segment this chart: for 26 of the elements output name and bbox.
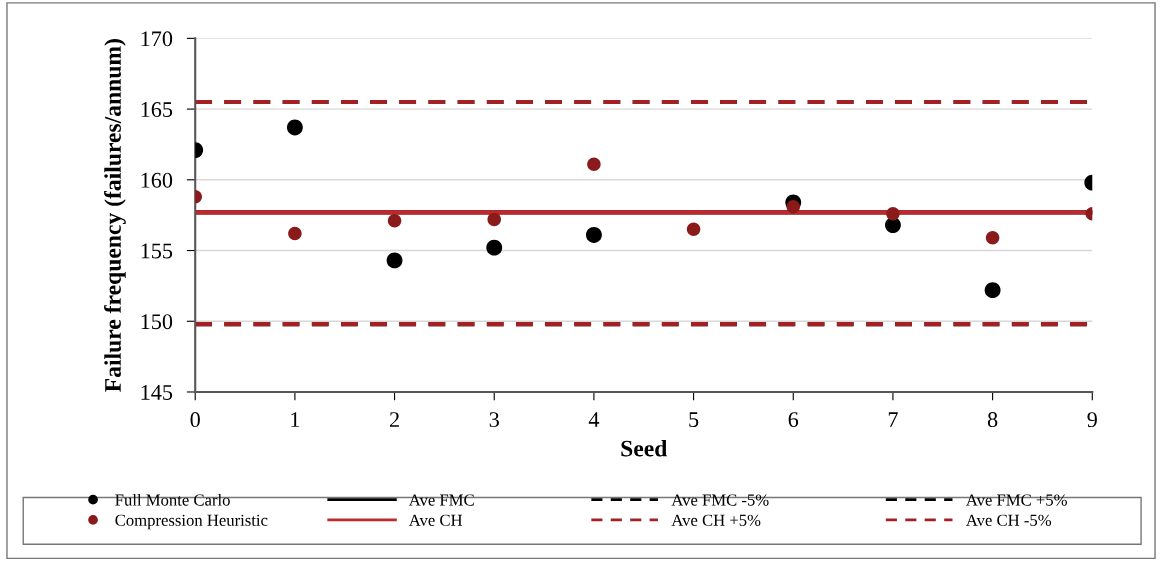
x-tick-label: 3 [489,412,499,428]
legend-label: Compression Heuristic [115,514,268,530]
x-tick-label: 6 [788,412,799,428]
y-tick-label: 165 [141,102,173,118]
y-tick-label: 160 [141,172,173,188]
y-tick-label: 145 [141,385,173,400]
legend-label: Ave CH -5% [965,514,1052,526]
y-tick-label: 155 [141,243,173,259]
legend-label: Ave CH +5% [671,514,761,526]
legend-label: Ave FMC +5% [965,494,1067,506]
x-tick-label: 5 [689,412,699,428]
y-tick-label: 170 [141,31,173,47]
x-axis-title: Seed [621,439,668,457]
legend-label: Ave FMC -5% [671,494,769,506]
x-tick-label: 7 [888,412,898,427]
x-tick-label: 0 [190,412,200,428]
legend-label: Ave CH [408,514,463,526]
x-tick-label: 1 [291,412,300,427]
x-tick-label: 4 [588,412,600,427]
x-tick-label: 9 [1087,412,1097,428]
x-tick-label: 8 [987,412,998,428]
x-tick-label: 2 [389,412,399,427]
y-axis-title: Failure frequency (failures/annum) [104,39,126,392]
y-tick-label: 150 [141,314,173,330]
legend-label: Ave FMC [408,494,474,506]
legend-label: Full Monte Carlo [115,493,230,506]
